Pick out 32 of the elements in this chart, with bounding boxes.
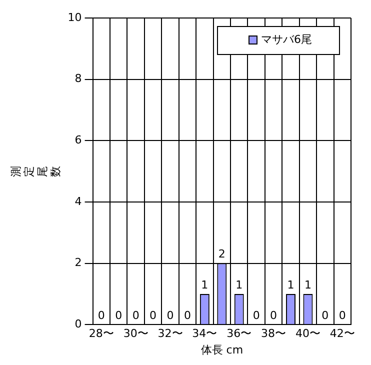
data-label: 0 xyxy=(166,308,174,322)
data-label: 1 xyxy=(201,278,208,292)
data-label: 0 xyxy=(115,308,122,322)
y-tick-label: 10 xyxy=(68,10,82,24)
data-label: 0 xyxy=(338,308,346,322)
data-label: 0 xyxy=(98,308,105,322)
data-label: 0 xyxy=(322,308,329,322)
data-label: 1 xyxy=(304,278,312,292)
x-tick-label: 28〜 xyxy=(88,327,114,340)
y-tick-label: 2 xyxy=(74,256,82,270)
data-label: 1 xyxy=(287,278,294,292)
data-label: 0 xyxy=(132,308,140,322)
data-label: 0 xyxy=(184,308,191,322)
x-tick-label: 38〜 xyxy=(261,327,286,340)
x-tick-label: 36〜 xyxy=(226,327,252,340)
x-tick-label: 30〜 xyxy=(123,327,148,340)
y-axis-title: 測定尾数 xyxy=(9,166,62,177)
y-tick-label: 0 xyxy=(74,317,82,330)
data-label: 1 xyxy=(236,278,243,292)
legend-label: マサバ6尾 xyxy=(261,32,312,46)
data-label: 0 xyxy=(252,308,260,322)
data-label: 0 xyxy=(270,308,278,322)
y-tick-label: 6 xyxy=(74,134,82,146)
x-tick-label: 42〜 xyxy=(330,327,355,340)
x-tick-label: 32〜 xyxy=(158,327,183,340)
x-tick-label: 40〜 xyxy=(295,327,320,340)
y-tick-label: 8 xyxy=(74,72,82,86)
y-tick-label: 4 xyxy=(74,194,82,208)
data-label: 0 xyxy=(150,308,157,322)
x-tick-label: 34〜 xyxy=(192,327,218,340)
x-axis-title: 体長 cm xyxy=(200,343,244,356)
data-label: 2 xyxy=(218,248,226,261)
